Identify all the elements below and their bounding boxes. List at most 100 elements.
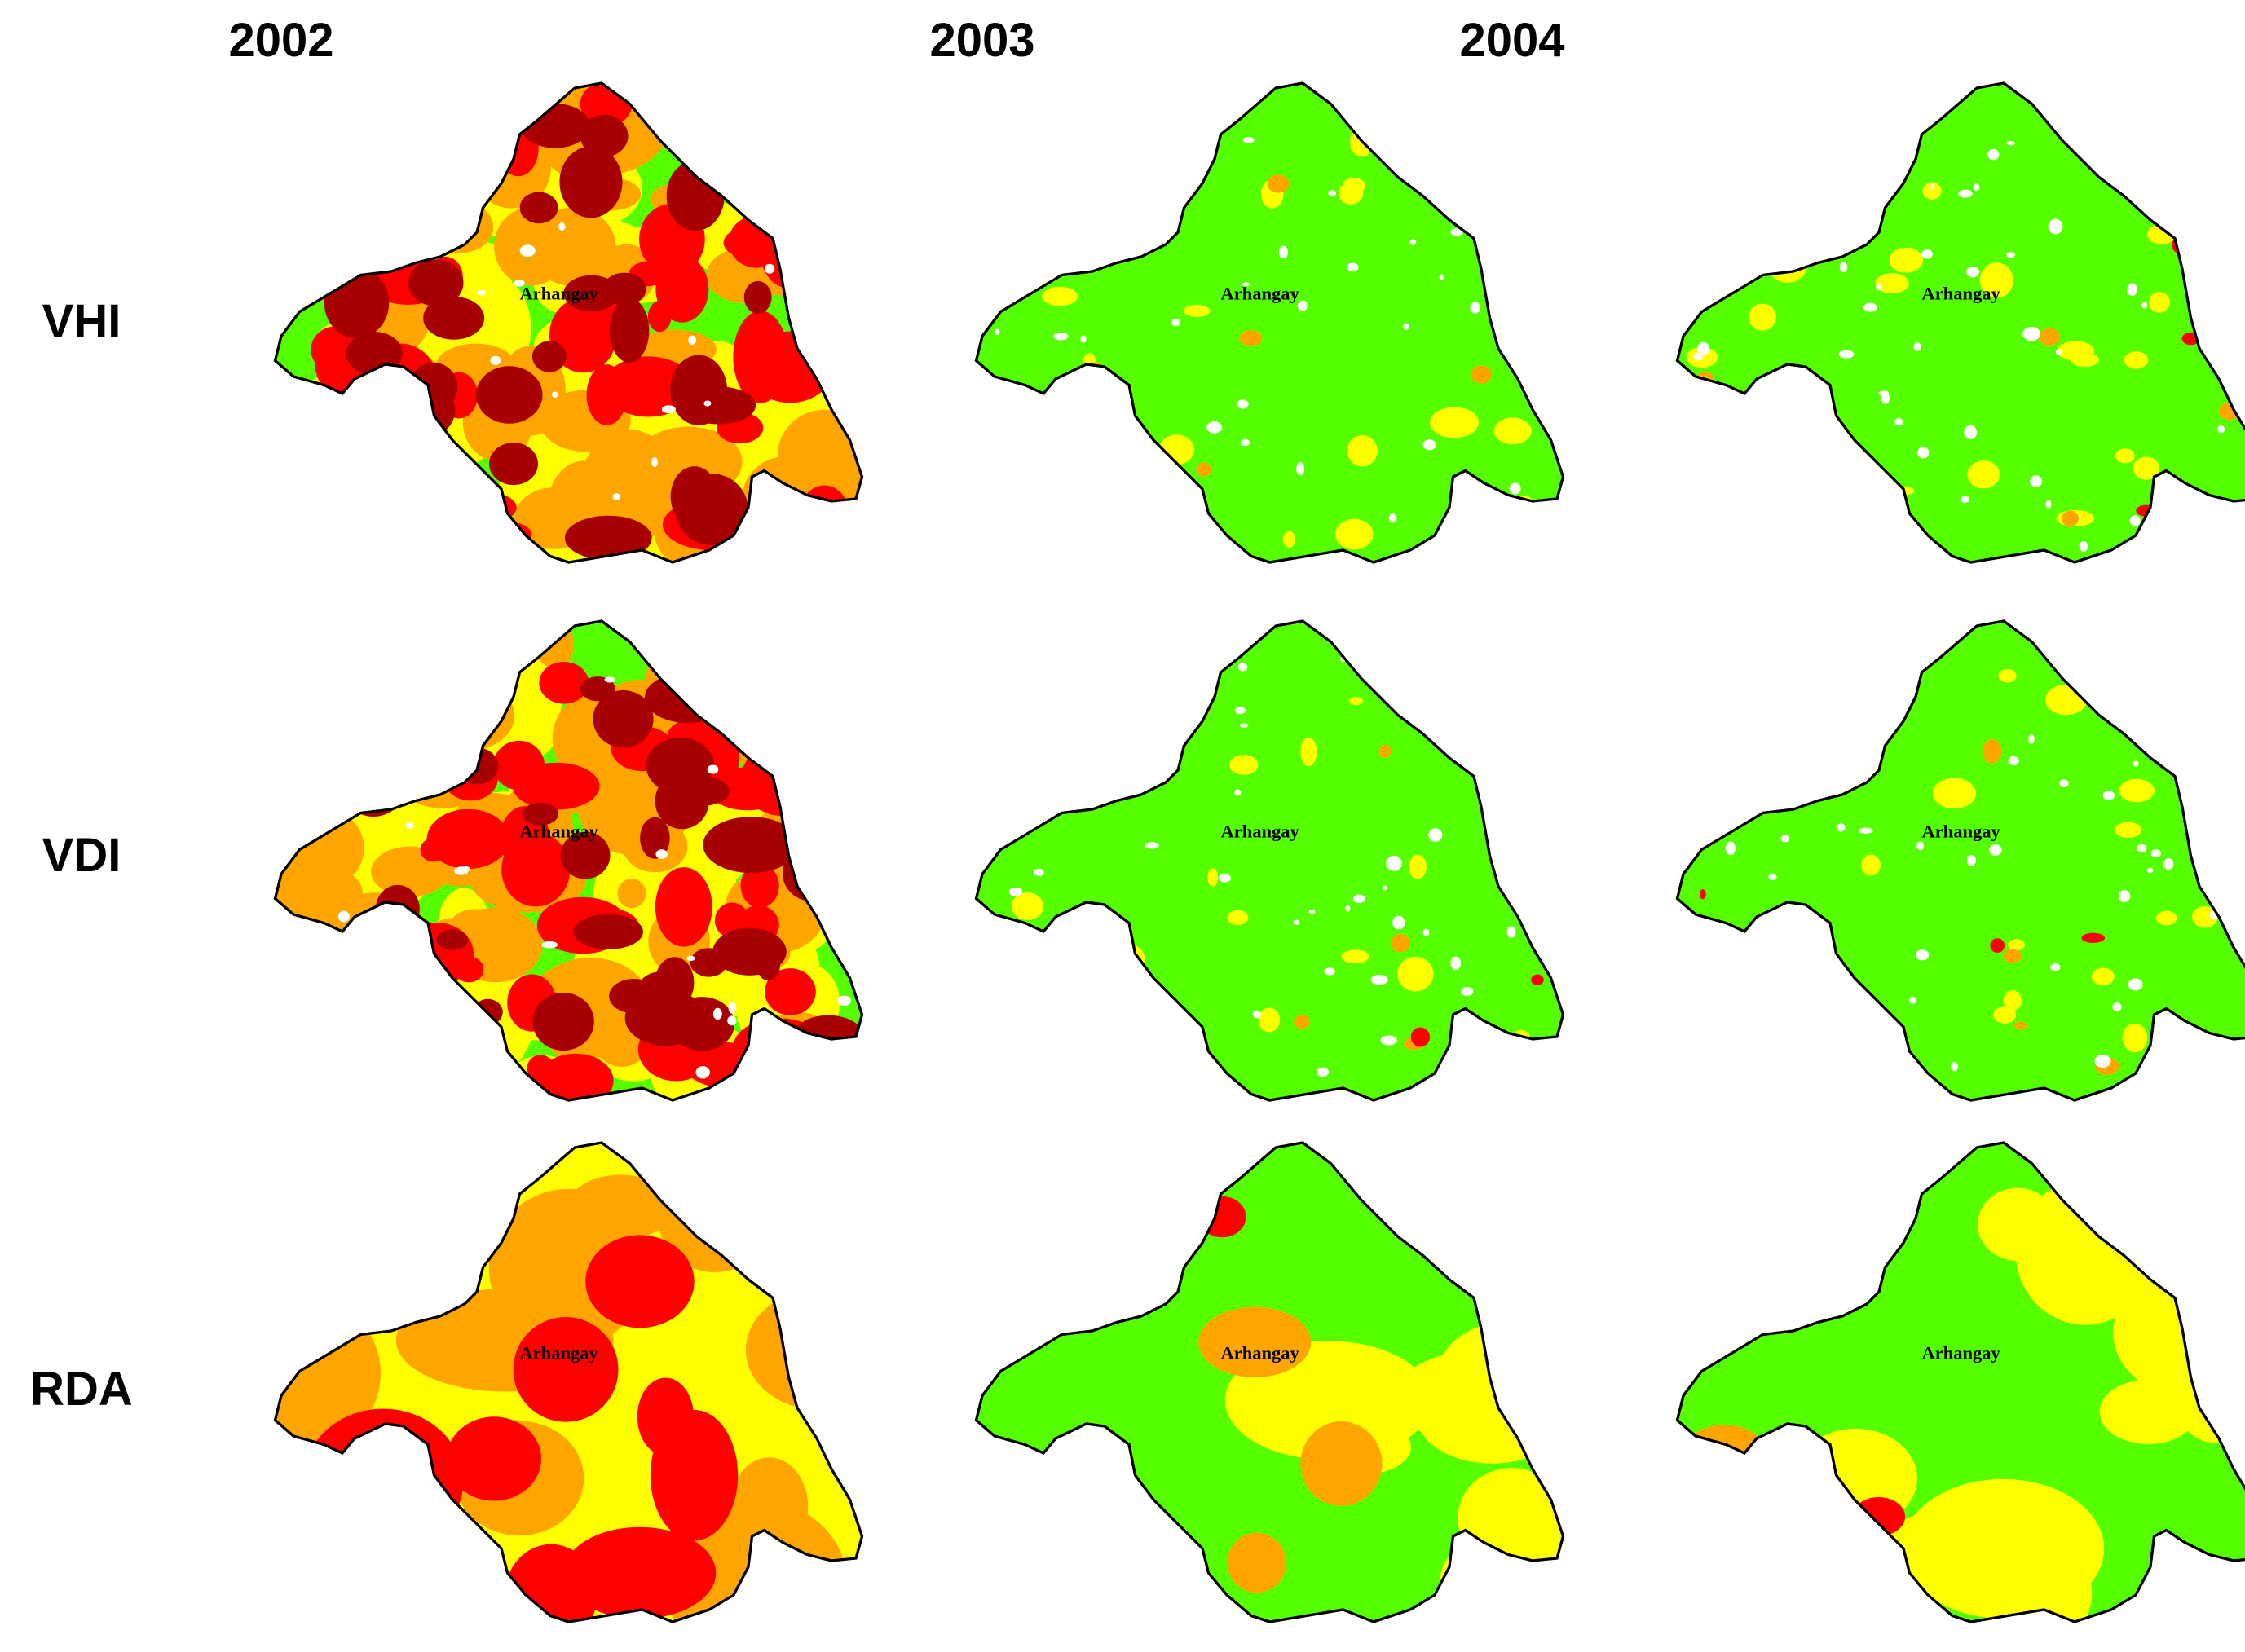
drought-patch bbox=[1512, 774, 1529, 797]
drought-patch bbox=[1422, 439, 1436, 451]
drought-patch bbox=[1503, 676, 1527, 700]
drought-patch bbox=[799, 148, 862, 220]
drought-patch bbox=[1308, 910, 1316, 914]
map-vhi-2002: Arhangay bbox=[273, 81, 864, 564]
drought-patch bbox=[1714, 514, 1722, 518]
drought-patch bbox=[1973, 183, 1980, 191]
drought-patch bbox=[1518, 363, 1526, 368]
drought-patch bbox=[532, 993, 594, 1051]
drought-patch bbox=[1777, 222, 1786, 230]
drought-patch bbox=[727, 1015, 737, 1026]
drought-patch bbox=[580, 429, 677, 544]
drought-patch bbox=[428, 1049, 525, 1100]
drought-patch bbox=[1909, 996, 1916, 1005]
drought-patch bbox=[2115, 448, 2135, 464]
drought-patch bbox=[1227, 910, 1249, 926]
drought-patch bbox=[1922, 182, 1942, 200]
drought-patch bbox=[609, 979, 659, 1014]
drought-patch bbox=[1881, 392, 1890, 404]
drought-patch bbox=[1207, 868, 1219, 887]
drought-patch bbox=[1731, 760, 1738, 769]
drought-patch bbox=[347, 1078, 358, 1086]
drought-patch bbox=[646, 738, 715, 795]
drought-patch bbox=[797, 715, 862, 777]
drought-patch bbox=[1402, 323, 1409, 330]
drought-patch bbox=[1300, 737, 1317, 767]
drought-patch bbox=[792, 178, 862, 256]
drought-patch bbox=[766, 159, 827, 231]
drought-patch bbox=[1878, 390, 1890, 396]
drought-patch bbox=[338, 710, 424, 757]
drought-patch bbox=[329, 186, 342, 194]
drought-patch bbox=[1106, 764, 1112, 769]
drought-patch bbox=[1497, 236, 1524, 253]
drought-patch bbox=[1278, 245, 1288, 259]
drought-patch bbox=[2212, 850, 2221, 858]
drought-patch bbox=[586, 364, 628, 425]
drought-patch bbox=[651, 457, 658, 467]
drought-patch bbox=[1485, 487, 1494, 496]
drought-patch bbox=[399, 752, 413, 762]
drought-patch bbox=[733, 311, 788, 403]
drought-patch bbox=[1034, 1019, 1040, 1024]
drought-patch bbox=[1859, 827, 1873, 834]
drought-patch bbox=[1409, 239, 1417, 245]
drought-patch bbox=[1728, 754, 1749, 769]
drought-patch bbox=[2006, 252, 2016, 258]
province-outline bbox=[974, 81, 1565, 564]
drought-patch bbox=[1196, 462, 1211, 477]
row-label-vdi: VDI bbox=[42, 829, 121, 882]
drought-patch bbox=[1858, 737, 1872, 748]
drought-patch bbox=[785, 88, 837, 112]
drought-patch bbox=[2192, 905, 2218, 928]
drought-patch bbox=[365, 1445, 398, 1468]
drought-patch bbox=[1418, 642, 1431, 661]
drought-patch bbox=[275, 145, 359, 225]
drought-patch bbox=[743, 170, 802, 208]
drought-patch bbox=[275, 999, 366, 1100]
drought-patch bbox=[779, 723, 843, 772]
drought-patch bbox=[2044, 685, 2088, 716]
map-rda-2003: Arhangay bbox=[974, 1141, 1565, 1623]
drought-patch bbox=[369, 447, 476, 522]
drought-patch bbox=[443, 672, 479, 713]
drought-patch bbox=[644, 672, 731, 724]
drought-patch bbox=[489, 443, 538, 486]
drought-patch bbox=[275, 505, 325, 562]
drought-patch bbox=[1469, 675, 1474, 683]
drought-patch bbox=[996, 535, 1003, 544]
drought-patch bbox=[681, 386, 756, 425]
drought-patch bbox=[1843, 720, 1850, 724]
drought-patch bbox=[764, 173, 778, 186]
drought-patch bbox=[417, 663, 492, 709]
drought-patch bbox=[1324, 967, 1335, 976]
drought-patch bbox=[519, 192, 558, 224]
drought-patch bbox=[2081, 932, 2106, 943]
drought-patch bbox=[426, 808, 510, 870]
drought-patch bbox=[289, 196, 359, 239]
drought-patch bbox=[1386, 855, 1402, 871]
map-vdi-2002: Arhangay bbox=[273, 619, 864, 1102]
drought-patch bbox=[573, 914, 643, 949]
drought-patch bbox=[1913, 342, 1921, 351]
drought-patch bbox=[1131, 985, 1158, 1004]
drought-patch bbox=[1229, 755, 1259, 775]
drought-patch bbox=[1503, 1055, 1524, 1067]
drought-patch bbox=[2149, 292, 2170, 313]
drought-patch bbox=[276, 152, 394, 212]
drought-patch bbox=[2099, 1379, 2198, 1444]
drought-patch bbox=[1159, 1036, 1170, 1042]
drought-patch bbox=[2119, 890, 2131, 902]
drought-patch bbox=[446, 1416, 542, 1501]
row-label-vhi: VHI bbox=[42, 295, 121, 348]
drought-patch bbox=[762, 716, 810, 748]
drought-patch bbox=[409, 100, 467, 172]
drought-patch bbox=[740, 863, 779, 908]
drought-patch bbox=[1832, 1539, 1908, 1588]
map-vdi-2004: Arhangay bbox=[1675, 619, 2245, 1102]
drought-patch bbox=[993, 700, 1006, 714]
drought-patch bbox=[2092, 624, 2118, 648]
drought-patch bbox=[708, 767, 787, 811]
drought-patch bbox=[712, 927, 787, 976]
drought-patch bbox=[1759, 936, 1798, 967]
